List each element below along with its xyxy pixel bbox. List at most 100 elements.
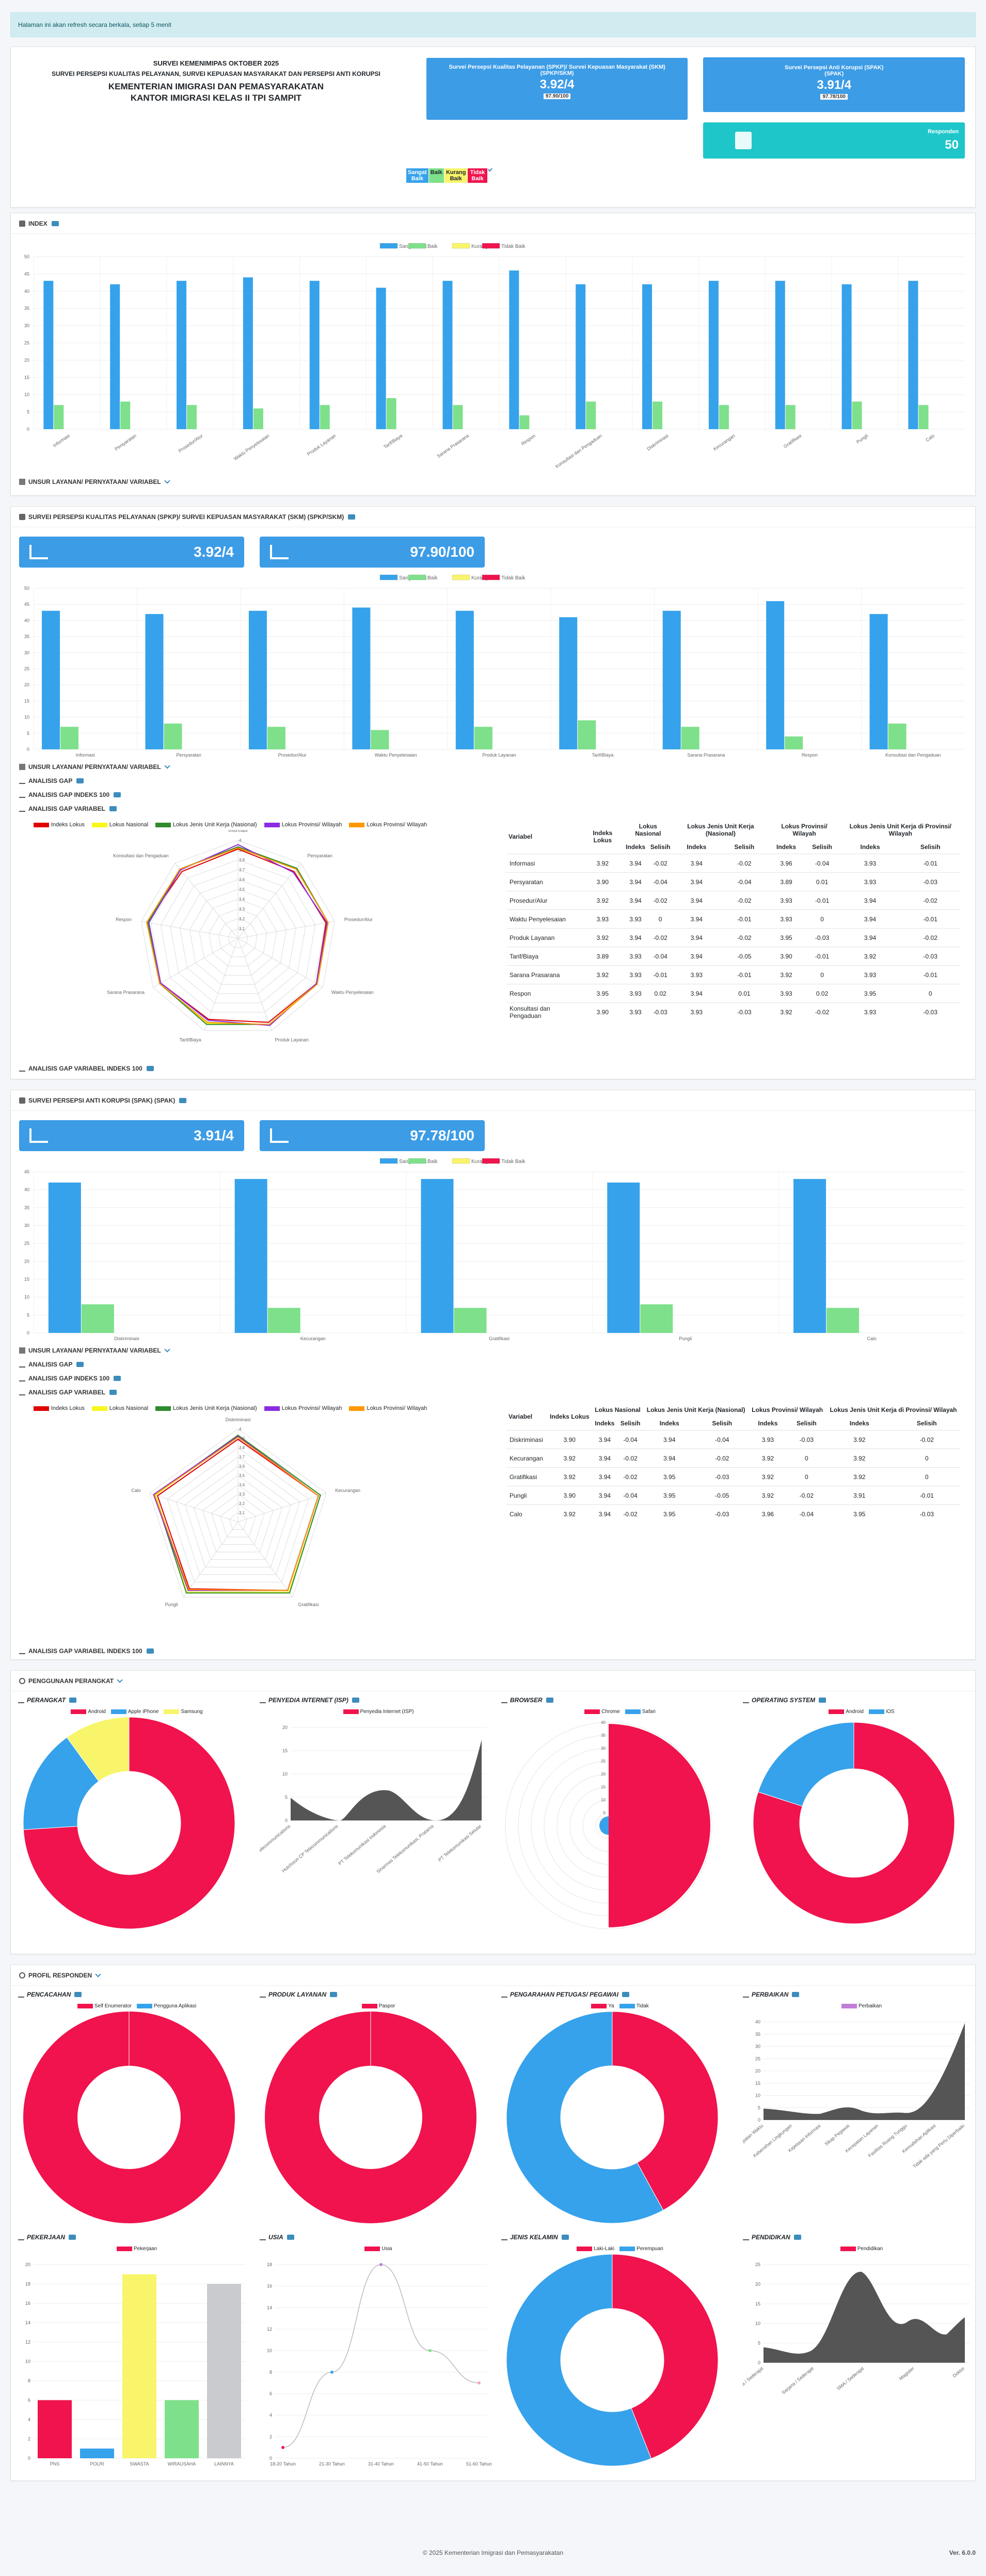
profile-header[interactable]: PROFIL RESPONDEN — [11, 1965, 975, 1986]
bar — [607, 1182, 640, 1333]
x-tick-label: Informasi — [76, 752, 95, 758]
table-cell: 3.92 — [582, 928, 624, 947]
panel-title: BROWSER — [510, 1697, 543, 1704]
excel-icon[interactable] — [114, 792, 121, 797]
table-cell: Produk Layanan — [506, 928, 582, 947]
table-cell: 3.92 — [582, 965, 624, 984]
table-cell: 3.94 — [623, 891, 648, 910]
excel-icon[interactable] — [146, 1648, 154, 1654]
radar-grid — [170, 869, 306, 1003]
bar — [869, 614, 888, 749]
chart-icon — [29, 1128, 48, 1143]
unsur-toggle[interactable]: UNSUR LAYANAN/ PERNYATAAN/ VARIABEL — [11, 475, 975, 489]
y-tick-label: 20 — [755, 2282, 760, 2287]
excel-icon[interactable] — [819, 1698, 826, 1703]
gapvar100-toggle[interactable]: ANALISIS GAP VARIABEL INDEKS 100 — [11, 1644, 975, 1658]
radar-axis — [153, 938, 238, 988]
skm-radar-chart: Informasi Persyaratan Prosedur/Alur Waktu P… — [107, 828, 374, 1042]
bar — [453, 405, 463, 429]
excel-icon[interactable] — [76, 778, 84, 783]
x-tick-label: Konsultasi dan Pengaduan — [554, 433, 603, 469]
excel-icon[interactable] — [51, 221, 59, 226]
table-cell: 3.95 — [643, 1486, 696, 1505]
footer-version: Ver. 6.0.0 — [949, 2549, 976, 2556]
table-cell: 3.95 — [643, 1504, 696, 1523]
excel-icon[interactable] — [622, 1992, 630, 1997]
excel-icon[interactable] — [69, 1698, 77, 1703]
table-cell: Prosedur/Alur — [506, 891, 582, 910]
excel-icon[interactable] — [352, 1698, 359, 1703]
bar — [474, 727, 492, 749]
excel-icon[interactable] — [546, 1698, 553, 1703]
table-cell: 3.93 — [840, 965, 900, 984]
table-cell: 3.90 — [547, 1486, 592, 1505]
gapvar100-toggle[interactable]: ANALISIS GAP VARIABEL INDEKS 100 — [11, 1061, 975, 1075]
excel-icon[interactable] — [793, 2235, 801, 2240]
table-cell: -0.01 — [893, 1486, 961, 1505]
spkp-kpi: Survei Persepsi Kualitas Pelayanan (SPKP… — [426, 58, 688, 120]
line-chart-icon — [19, 792, 25, 798]
radar-grid — [229, 1512, 247, 1530]
gapvar100-label: ANALISIS GAP VARIABEL INDEKS 100 — [28, 1064, 142, 1072]
y-tick-label: 12 — [25, 2339, 30, 2345]
x-tick-label: 21-30 Tahun — [319, 2461, 345, 2467]
y-tick-label: 10 — [267, 2348, 272, 2353]
table-cell: 3.95 — [643, 1467, 696, 1486]
table-cell: 0 — [893, 1449, 961, 1468]
skm-header[interactable]: SURVEI PERSEPSI KUALITAS PELAYANAN (SPKP… — [11, 507, 975, 527]
radar-axis-label: Persyaratan — [307, 853, 332, 858]
bar — [48, 1182, 81, 1333]
table-cell: 3.94 — [592, 1449, 618, 1468]
excel-icon[interactable] — [109, 806, 117, 811]
excel-icon[interactable] — [109, 1389, 117, 1395]
th-indeks: Indeks — [860, 843, 880, 851]
excel-icon[interactable] — [561, 2235, 569, 2240]
table-cell: -0.03 — [900, 872, 961, 891]
th-indeks: Indeks — [659, 1420, 679, 1427]
x-tick-label: Produk Layanan — [306, 433, 337, 457]
excel-icon[interactable] — [146, 1065, 154, 1071]
x-tick-label: Kejelasan Informasi — [787, 2123, 822, 2153]
table-cell: 3.94 — [673, 891, 721, 910]
index-header[interactable]: INDEX — [11, 213, 975, 234]
unsur-toggle[interactable]: UNSUR LAYANAN/ PERNYATAAN/ VARIABEL — [11, 1343, 975, 1357]
unsur-toggle[interactable]: UNSUR LAYANAN/ PERNYATAAN/ VARIABEL — [11, 760, 975, 774]
doughnut-slice — [753, 1722, 955, 1924]
y-tick-label: 12 — [267, 2327, 272, 2332]
excel-icon[interactable] — [792, 1992, 800, 1997]
bar — [81, 1304, 114, 1333]
list-icon — [19, 1347, 25, 1354]
gap100-label: ANALISIS GAP INDEKS 100 — [28, 791, 110, 798]
panel-legend-item: Pengguna Aplikasi — [136, 2003, 196, 2012]
excel-icon[interactable] — [179, 1097, 187, 1103]
excel-icon[interactable] — [114, 1375, 121, 1381]
gap100-toggle[interactable]: ANALISIS GAP INDEKS 100 — [11, 788, 975, 802]
spak-header[interactable]: SURVEI PERSEPSI ANTI KORUPSI (SPAK) (SPA… — [11, 1090, 975, 1111]
gapvar-toggle[interactable]: ANALISIS GAP VARIABEL — [11, 1385, 975, 1399]
skm-pct: 97.90/100 — [410, 544, 474, 560]
data-point — [478, 2381, 481, 2385]
skm-pct-bar: 97.90/100 — [260, 537, 485, 568]
table-cell: 3.92 — [547, 1467, 592, 1486]
table-cell: 3.93 — [840, 854, 900, 873]
excel-icon[interactable] — [69, 2235, 76, 2240]
table-cell: 3.92 — [840, 947, 900, 966]
excel-icon[interactable] — [287, 2235, 294, 2240]
gap-toggle[interactable]: ANALISIS GAP — [11, 1357, 975, 1371]
excel-icon[interactable] — [76, 1361, 84, 1367]
th-indeks: Indeks — [595, 1420, 615, 1427]
excel-icon[interactable] — [348, 514, 356, 520]
panel-title: PENDIDIKAN — [752, 2234, 790, 2241]
table-cell: -0.01 — [720, 909, 769, 929]
table-cell: -0.03 — [900, 1002, 961, 1022]
gap100-toggle[interactable]: ANALISIS GAP INDEKS 100 — [11, 1371, 975, 1385]
excel-icon[interactable] — [330, 1992, 338, 1997]
excel-icon[interactable] — [74, 1992, 82, 1997]
line-chart-icon — [19, 1361, 25, 1368]
gap-toggle[interactable]: ANALISIS GAP — [11, 774, 975, 788]
legend-label: Baik — [427, 575, 438, 581]
panel-legend-item: Laki-Laki — [577, 2246, 614, 2254]
device-header[interactable]: PENGGUNAAN PERANGKAT — [11, 1671, 975, 1691]
gapvar-toggle[interactable]: ANALISIS GAP VARIABEL — [11, 802, 975, 815]
category-legend[interactable]: Sangat Baik Baik Kurang Baik Tidak Baik — [406, 167, 493, 183]
